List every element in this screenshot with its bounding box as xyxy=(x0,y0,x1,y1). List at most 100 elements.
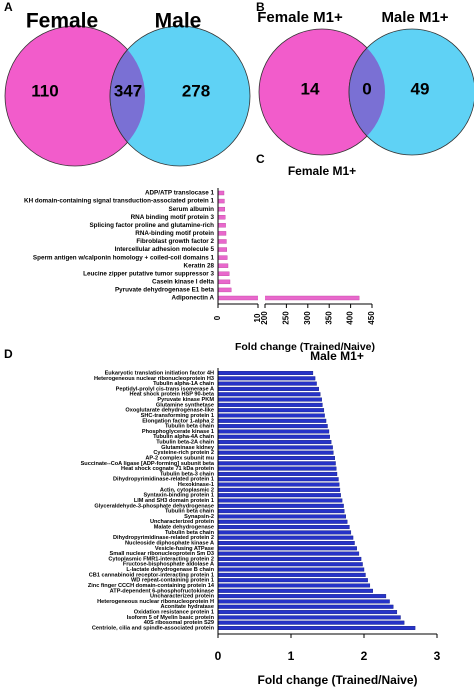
x-tick-label: 450 xyxy=(367,311,376,325)
bar xyxy=(217,263,229,268)
x-tick-label: 2 xyxy=(361,649,368,663)
bar xyxy=(217,525,350,530)
x-tick-label: 0 xyxy=(213,315,222,320)
bar xyxy=(217,247,228,252)
bar xyxy=(217,509,345,514)
category-label: Oxidation resistance protein 1 xyxy=(134,610,214,616)
category-label: Isoform 5 of Myelin basic protein xyxy=(127,615,215,621)
bar xyxy=(217,487,341,492)
category-label: Splicing factor proline and glutamine-ri… xyxy=(89,222,214,229)
bar xyxy=(217,599,390,604)
category-label: Pyruvate kinase PKM xyxy=(157,397,214,403)
bar xyxy=(217,440,332,445)
category-label: Fructose-bisphosphate aldolase A xyxy=(123,562,214,568)
category-label: Zinc finger CCCH domain-containing prote… xyxy=(88,583,215,589)
category-label: WD repeat-containing protein 1 xyxy=(131,578,214,584)
bar xyxy=(217,408,325,413)
bar xyxy=(217,562,363,567)
set-label: Male xyxy=(155,10,202,33)
bar xyxy=(217,541,355,546)
category-label: Peptidyl-prolyl cis-trans isomerase A xyxy=(116,386,214,392)
venn-count: 14 xyxy=(301,79,320,98)
panel-letter: C xyxy=(256,152,265,166)
category-label: Cytoplasmic FMR1-interacting protein 2 xyxy=(108,556,214,562)
bar xyxy=(217,392,321,397)
bar xyxy=(217,198,225,204)
category-label: Dihydropyrimidinase-related protein 1 xyxy=(113,477,214,483)
bar xyxy=(217,620,405,625)
set-label: Male M1+ xyxy=(381,9,448,26)
category-label: Sperm antigen w/calponin homology + coil… xyxy=(33,254,215,261)
category-label: Uncharacterized protein xyxy=(150,594,215,600)
bar xyxy=(217,551,360,556)
x-axis-title: Fold change (Trained/Naive) xyxy=(235,341,375,353)
bar xyxy=(217,567,365,572)
category-label: Intercellular adhesion molecule 5 xyxy=(115,246,215,253)
category-label: Leucine zipper putative tumor suppressor… xyxy=(83,270,214,277)
bar xyxy=(217,397,322,402)
category-label: L-lactate dehydrogenase B chain xyxy=(126,567,214,573)
venn-count: 49 xyxy=(411,79,430,98)
bar xyxy=(217,471,338,476)
bar xyxy=(217,231,227,236)
category-label: RNA binding motif protein 3 xyxy=(131,214,215,221)
chart-title: Female M1+ xyxy=(288,164,356,178)
bar xyxy=(217,493,341,498)
bar xyxy=(217,594,387,599)
bar xyxy=(217,610,398,615)
category-label: Oxoglutarate dehydrogenase-like xyxy=(125,408,214,414)
bar xyxy=(217,287,232,293)
bar xyxy=(217,255,228,260)
bar xyxy=(217,514,346,519)
category-label: Hexokinase-1 xyxy=(178,482,214,488)
category-label: Glyceraldehyde-3-phosphate dehydrogenase xyxy=(94,503,214,509)
bar xyxy=(217,556,362,561)
category-label: Serum albumin xyxy=(169,206,215,213)
category-label: Actin, cytoplasmic 2 xyxy=(160,487,214,493)
category-label: Centriole, cilia and spindle-associated … xyxy=(92,625,215,631)
category-label: Phosphoglycerate kinase 1 xyxy=(142,429,214,435)
bar xyxy=(217,615,401,620)
venn-count: 110 xyxy=(31,81,58,100)
bar xyxy=(217,434,330,439)
bar xyxy=(217,424,328,429)
bar xyxy=(217,445,333,450)
category-label: Uncharacterized protein xyxy=(150,519,215,525)
axis-break-gap xyxy=(258,187,265,308)
category-label: Synapsin-2 xyxy=(184,514,214,520)
panel-letter: D xyxy=(4,347,13,361)
bar xyxy=(217,572,366,577)
category-label: Casein kinase I delta xyxy=(152,279,214,286)
category-label: Tubulin alpha-4A chain xyxy=(153,434,214,440)
bar xyxy=(217,450,334,455)
x-axis-title: Fold change (Trained/Naive) xyxy=(257,673,417,687)
bar xyxy=(217,413,325,418)
bar xyxy=(217,498,343,503)
x-tick-label: 350 xyxy=(324,311,333,325)
bar xyxy=(217,456,336,461)
category-label: Glutamine synthetase xyxy=(156,402,214,408)
x-tick-label: 0 xyxy=(215,649,222,663)
category-label: Tubulin beta-3 chain xyxy=(160,471,215,477)
category-label: Small nuclear ribonucleoprotein Sm D3 xyxy=(110,551,214,557)
bar xyxy=(217,271,230,276)
category-label: LIM and SH3 domain protein 1 xyxy=(134,498,214,504)
x-tick-label: 1 xyxy=(288,649,295,663)
category-label: SHC-transforming protein 1 xyxy=(141,413,214,419)
bar xyxy=(217,503,344,508)
bar xyxy=(217,215,226,220)
category-label: Heat shock protein HSP 90-beta xyxy=(130,392,215,398)
category-label: Eukaryotic translation initiation factor… xyxy=(105,370,214,376)
bar xyxy=(217,206,226,212)
bar xyxy=(217,535,354,540)
bar xyxy=(217,190,225,196)
bar xyxy=(217,371,314,376)
bar xyxy=(217,386,319,391)
category-label: Tubulin beta chain xyxy=(165,530,215,536)
bar xyxy=(217,477,339,482)
bar xyxy=(217,583,371,588)
set-label: Female xyxy=(26,10,98,33)
category-label: Elongation factor 1-alpha 2 xyxy=(142,418,214,424)
category-label: KH domain-containing signal transduction… xyxy=(24,198,214,205)
